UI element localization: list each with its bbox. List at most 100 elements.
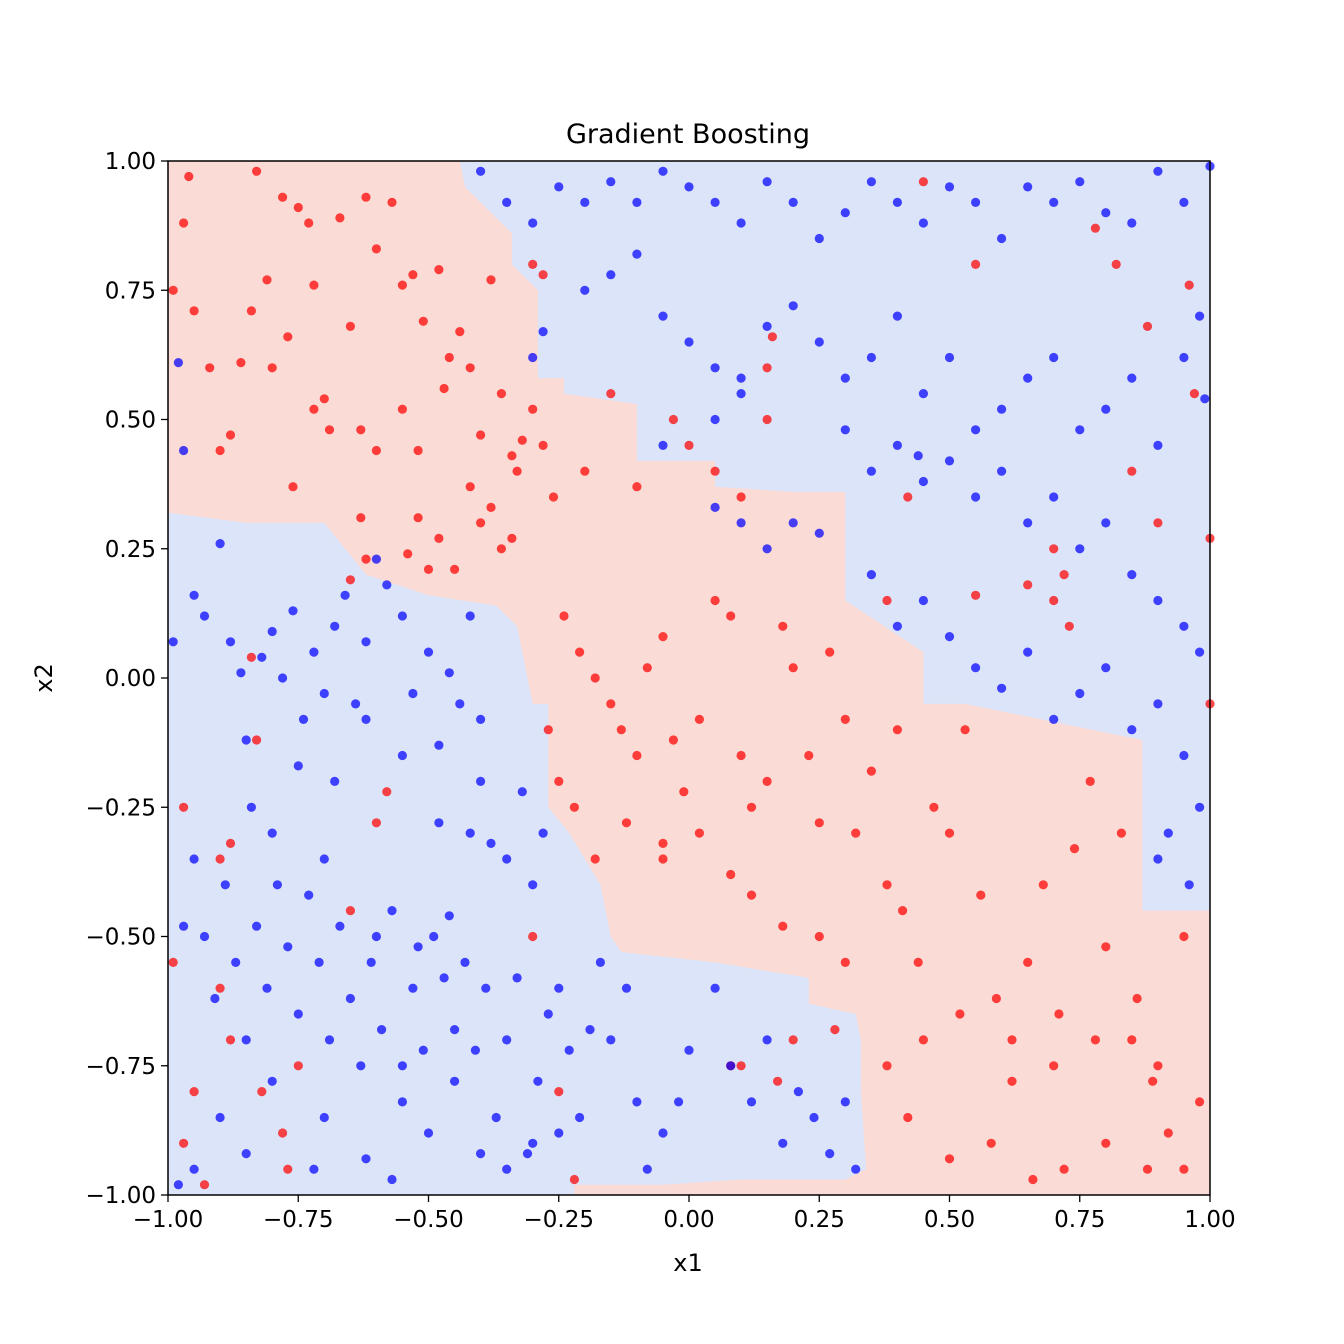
blue-point: [309, 1164, 319, 1174]
blue-point: [246, 802, 256, 812]
red-point: [496, 389, 506, 399]
blue-point: [736, 218, 746, 228]
red-point: [215, 445, 225, 456]
red-point: [465, 482, 475, 492]
blue-point: [684, 182, 694, 192]
blue-point: [1179, 621, 1189, 631]
blue-point: [481, 983, 491, 993]
blue-point: [726, 1061, 736, 1071]
blue-point: [220, 880, 230, 890]
blue-point: [434, 740, 444, 750]
blue-point: [512, 973, 522, 983]
red-point: [736, 492, 746, 502]
red-point: [642, 663, 652, 673]
blue-point: [450, 1025, 460, 1035]
red-point: [465, 363, 475, 373]
red-point: [246, 306, 256, 316]
blue-point: [278, 673, 288, 683]
blue-point: [528, 1138, 538, 1148]
blue-point: [283, 942, 293, 952]
blue-point: [788, 197, 798, 207]
x-tick-label: −0.50: [393, 1207, 463, 1233]
blue-point: [554, 1128, 564, 1138]
blue-point: [658, 440, 668, 450]
blue-point: [387, 1174, 397, 1185]
red-point: [804, 750, 814, 761]
blue-point: [632, 197, 642, 207]
blue-point: [319, 688, 329, 699]
red-point: [658, 838, 668, 849]
blue-point: [1153, 854, 1163, 864]
blue-point: [1179, 352, 1189, 363]
red-point: [403, 549, 413, 559]
red-point: [929, 802, 939, 812]
red-point: [319, 394, 329, 404]
blue-point: [397, 1061, 407, 1071]
blue-point: [272, 880, 282, 890]
red-point: [371, 244, 381, 254]
red-point: [736, 1061, 746, 1071]
blue-point: [1195, 311, 1205, 321]
blue-point: [746, 1097, 757, 1107]
blue-point: [236, 668, 246, 678]
red-point: [408, 270, 418, 280]
red-point: [345, 321, 355, 331]
red-point: [199, 1180, 210, 1190]
blue-point: [199, 931, 210, 942]
red-point: [444, 352, 454, 363]
blue-point: [814, 233, 824, 244]
blue-point: [736, 518, 746, 528]
blue-point: [361, 1154, 371, 1164]
x-tick-label: 0.50: [924, 1207, 975, 1233]
red-point: [262, 275, 272, 285]
x-tick-label: 0.00: [663, 1207, 714, 1233]
x-axis: −1.00 −0.75 −0.50 −0.25 0.00 0.25 0.50 0.75 1.00: [133, 1195, 1236, 1233]
red-point: [788, 663, 798, 673]
red-point: [252, 735, 262, 745]
blue-point: [351, 699, 361, 709]
blue-point: [1023, 518, 1033, 528]
red-point: [225, 430, 236, 440]
red-point: [496, 544, 506, 554]
blue-point: [423, 1128, 434, 1138]
blue-point: [502, 1164, 512, 1174]
blue-point: [1101, 518, 1111, 528]
blue-point: [1101, 208, 1111, 218]
blue-point: [684, 337, 694, 347]
red-point: [1153, 1061, 1163, 1071]
red-point: [538, 440, 548, 450]
red-point: [1064, 621, 1074, 631]
blue-point: [1023, 182, 1033, 192]
blue-point: [189, 1164, 199, 1174]
blue-point: [840, 373, 850, 383]
red-point: [528, 259, 538, 269]
red-point: [168, 957, 178, 968]
red-point: [762, 414, 772, 425]
blue-point: [189, 854, 199, 864]
red-point: [575, 647, 585, 657]
red-point: [668, 414, 679, 425]
red-point: [528, 404, 538, 414]
red-point: [1142, 321, 1153, 331]
blue-point: [319, 854, 329, 864]
blue-point: [288, 606, 298, 616]
red-point: [767, 332, 778, 342]
blue-point: [267, 626, 277, 637]
red-point: [569, 1174, 580, 1185]
red-point: [976, 890, 986, 900]
red-point: [413, 445, 423, 456]
x-axis-title: x1: [673, 1249, 702, 1277]
red-point: [179, 1138, 189, 1148]
blue-point: [522, 1149, 533, 1159]
red-point: [434, 265, 444, 275]
red-point: [397, 404, 407, 414]
red-point: [283, 1164, 293, 1174]
red-point: [288, 482, 298, 492]
blue-point: [762, 177, 772, 187]
blue-point: [1200, 394, 1210, 404]
blue-point: [1153, 440, 1163, 450]
blue-point: [533, 1076, 543, 1086]
red-point: [679, 787, 689, 797]
blue-point: [179, 921, 189, 931]
